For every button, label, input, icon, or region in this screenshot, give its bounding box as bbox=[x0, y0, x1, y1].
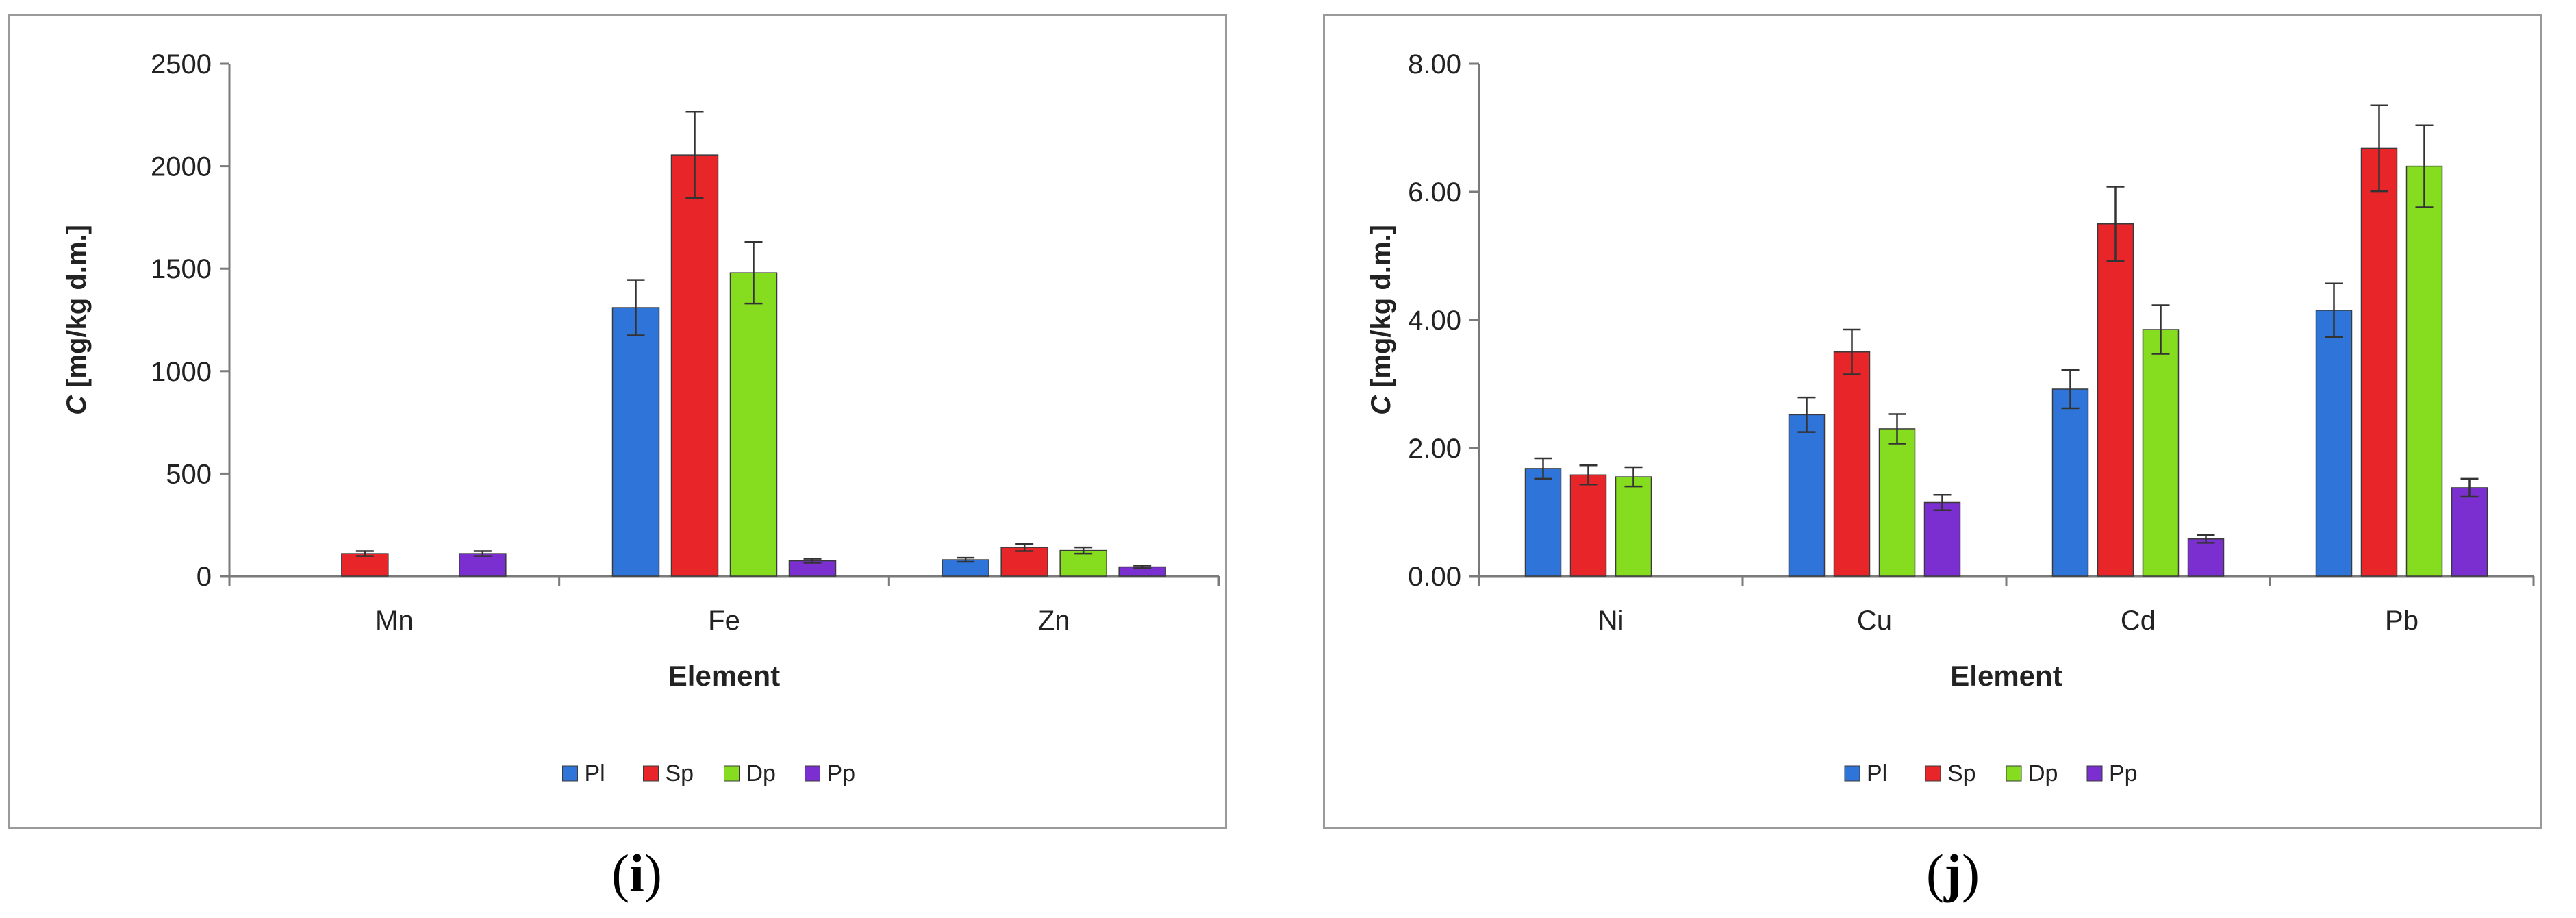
y-tick-label: 2500 bbox=[151, 49, 212, 79]
bar-cu-dp bbox=[1878, 428, 1916, 577]
bar-fe-sp bbox=[670, 154, 719, 577]
y-tick-label: 0 bbox=[197, 562, 212, 592]
x-tick-label-zn: Zn bbox=[1038, 606, 1070, 636]
y-axis-title-symbol: C bbox=[1366, 388, 1396, 415]
legend-label-sp: Sp bbox=[1947, 760, 1976, 786]
y-axis-title-symbol: C bbox=[62, 388, 92, 415]
legend-label-dp: Dp bbox=[2028, 760, 2058, 786]
legend-label-sp: Sp bbox=[666, 760, 694, 786]
legend-label-pp: Pp bbox=[2109, 760, 2138, 786]
legend-item-dp: Dp bbox=[724, 760, 776, 786]
bar-pb-sp bbox=[2360, 147, 2398, 577]
legend-label-dp: Dp bbox=[746, 760, 776, 786]
y-axis-title-unit: [mg/kg d.m.] bbox=[62, 225, 92, 388]
legend-swatch-pp bbox=[805, 765, 820, 782]
panel-caption-i: (i) bbox=[611, 843, 662, 903]
bar-fe-pl bbox=[611, 307, 660, 577]
x-tick-label-cd: Cd bbox=[2121, 606, 2156, 636]
bar-mn-sp bbox=[341, 553, 389, 577]
legend-item-dp: Dp bbox=[2006, 760, 2058, 786]
y-tick-label: 8.00 bbox=[1408, 49, 1461, 79]
bar-zn-sp bbox=[1000, 547, 1048, 577]
chart-panel-i: 0 500 1000 1500 2000 2500 C [mg/kg d.m.] Mn Fe Zn… bbox=[8, 14, 1227, 829]
bar-pb-pp bbox=[2451, 487, 2488, 577]
legend-label-pp: Pp bbox=[827, 760, 856, 786]
x-tick-label-mn: Mn bbox=[375, 606, 414, 636]
bar-ni-dp bbox=[1615, 476, 1652, 577]
x-axis-title: Element bbox=[1950, 660, 2062, 692]
bar-ni-pl bbox=[1524, 468, 1562, 577]
y-tick-label: 2.00 bbox=[1408, 434, 1461, 464]
bar-mn-pp bbox=[459, 553, 507, 577]
bar-cu-sp bbox=[1833, 351, 1871, 577]
legend-item-sp: Sp bbox=[1925, 760, 1976, 786]
legend-item-pl: Pl bbox=[1844, 760, 1887, 786]
legend-swatch-pl bbox=[1844, 765, 1860, 782]
y-tick-label: 4.00 bbox=[1408, 306, 1461, 336]
bar-cu-pp bbox=[1923, 501, 1961, 577]
y-tick-label: 6.00 bbox=[1408, 177, 1461, 208]
chart-i-svg: 0 500 1000 1500 2000 2500 C [mg/kg d.m.] Mn Fe Zn… bbox=[62, 49, 1220, 786]
y-tick-label: 1000 bbox=[151, 357, 212, 387]
legend-item-pl: Pl bbox=[562, 760, 605, 786]
bar-cd-dp bbox=[2142, 329, 2180, 577]
legend-item-pp: Pp bbox=[2086, 760, 2138, 786]
x-tick-label-fe: Fe bbox=[708, 606, 740, 636]
bar-zn-dp bbox=[1059, 549, 1107, 577]
legend-swatch-pl bbox=[562, 765, 578, 782]
legend-swatch-sp bbox=[643, 765, 659, 782]
legend-swatch-dp bbox=[724, 765, 740, 782]
x-axis-title: Element bbox=[668, 660, 780, 692]
bar-cu-pl bbox=[1788, 414, 1826, 577]
bar-pb-pl bbox=[2315, 310, 2353, 577]
legend-item-pp: Pp bbox=[805, 760, 856, 786]
bar-fe-dp bbox=[729, 272, 778, 577]
legend-swatch-pp bbox=[2086, 765, 2103, 782]
legend-swatch-sp bbox=[1925, 765, 1941, 782]
bar-ni-sp bbox=[1569, 474, 1607, 577]
y-tick-label: 1500 bbox=[151, 254, 212, 284]
bar-cd-sp bbox=[2097, 223, 2134, 577]
y-tick-label: 500 bbox=[166, 459, 212, 489]
y-axis-title: C [mg/kg d.m.] bbox=[1366, 225, 1396, 415]
x-tick-label-ni: Ni bbox=[1598, 606, 1624, 636]
y-axis-title: C [mg/kg d.m.] bbox=[62, 225, 92, 415]
bar-cd-pp bbox=[2187, 538, 2225, 577]
y-tick-label: 0.00 bbox=[1408, 562, 1461, 592]
bar-cd-pl bbox=[2051, 388, 2089, 577]
legend-item-sp: Sp bbox=[643, 760, 694, 786]
legend-label-pl: Pl bbox=[585, 760, 605, 786]
legend-swatch-dp bbox=[2006, 765, 2022, 782]
x-tick-label-cu: Cu bbox=[1857, 606, 1892, 636]
bar-pb-dp bbox=[2405, 165, 2443, 577]
y-tick-label: 2000 bbox=[151, 152, 212, 182]
x-tick-label-pb: Pb bbox=[2385, 606, 2419, 636]
chart-j-svg: 0.00 2.00 4.00 6.00 8.00 C [mg/kg d.m.] Ni Cu Cd… bbox=[1366, 49, 2535, 786]
legend-label-pl: Pl bbox=[1867, 760, 1887, 786]
chart-panel-j: 0.00 2.00 4.00 6.00 8.00 C [mg/kg d.m.] Ni Cu Cd… bbox=[1323, 14, 2542, 829]
panel-caption-j: (j) bbox=[1926, 843, 1980, 903]
y-axis-title-unit: [mg/kg d.m.] bbox=[1366, 225, 1396, 388]
